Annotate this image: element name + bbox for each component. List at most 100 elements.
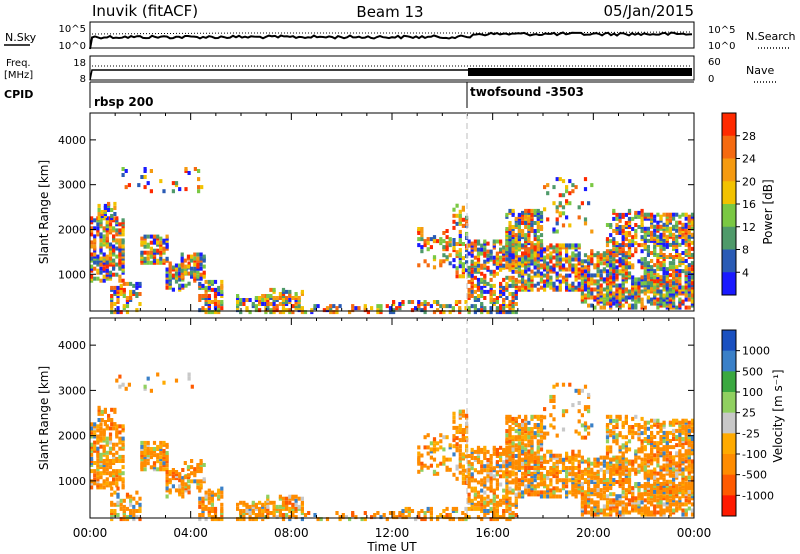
echo-cell bbox=[495, 447, 499, 452]
echo-cell bbox=[105, 436, 109, 441]
echo-cell bbox=[187, 261, 191, 266]
echo-cell bbox=[168, 261, 172, 266]
echo-cell bbox=[505, 455, 509, 460]
echo-cell bbox=[124, 185, 128, 190]
echo-cell bbox=[517, 255, 521, 260]
echo-cell bbox=[549, 449, 553, 454]
echo-cell bbox=[251, 304, 255, 309]
echo-cell bbox=[108, 481, 113, 486]
echo-cell bbox=[184, 167, 188, 171]
echo-cell bbox=[659, 494, 663, 499]
echo-cell bbox=[653, 494, 657, 499]
echo-cell bbox=[266, 515, 270, 520]
echo-cell bbox=[458, 248, 462, 253]
echo-cell bbox=[681, 508, 685, 513]
echo-cell bbox=[533, 431, 537, 436]
echo-cell bbox=[285, 500, 289, 505]
echo-cell bbox=[108, 440, 113, 445]
echo-cell bbox=[618, 249, 622, 254]
echo-cell bbox=[492, 447, 496, 452]
echo-cell bbox=[687, 500, 691, 505]
echo-cell bbox=[116, 486, 120, 491]
echo-cell bbox=[99, 471, 103, 476]
echo-cell bbox=[511, 478, 515, 483]
echo-cell bbox=[199, 483, 203, 488]
echo-cell bbox=[112, 471, 116, 476]
echo-cell bbox=[108, 270, 113, 275]
echo-cell bbox=[543, 283, 547, 288]
echo-cell bbox=[138, 496, 142, 501]
echo-cell bbox=[684, 289, 688, 294]
echo-cell bbox=[511, 416, 515, 421]
echo-cell bbox=[432, 439, 437, 444]
echo-cell bbox=[90, 426, 94, 431]
echo-cell bbox=[574, 478, 578, 483]
echo-cell bbox=[90, 266, 94, 271]
echo-cell bbox=[543, 474, 547, 479]
echo-cell bbox=[583, 459, 588, 464]
echo-cell bbox=[561, 243, 566, 248]
echo-cell bbox=[514, 429, 518, 434]
echo-cell bbox=[436, 308, 440, 313]
echo-cell bbox=[461, 256, 465, 261]
echo-cell bbox=[521, 471, 525, 476]
echo-cell bbox=[643, 261, 647, 266]
echo-cell bbox=[687, 246, 691, 251]
echo-cell bbox=[476, 480, 481, 485]
echo-cell bbox=[99, 426, 103, 431]
echo-cell bbox=[90, 485, 94, 490]
echo-cell bbox=[621, 443, 625, 448]
echo-cell bbox=[602, 469, 606, 474]
echo-cell bbox=[675, 418, 679, 423]
echo-cell bbox=[517, 273, 521, 278]
echo-cell bbox=[681, 445, 685, 450]
echo-cell bbox=[646, 297, 650, 302]
echo-cell bbox=[492, 492, 496, 497]
echo-cell bbox=[348, 517, 352, 522]
echo-cell bbox=[272, 306, 276, 311]
echo-cell bbox=[530, 478, 534, 483]
echo-cell bbox=[146, 250, 150, 255]
echo-cell bbox=[495, 486, 499, 491]
echo-cell bbox=[587, 482, 591, 486]
echo-cell bbox=[580, 285, 584, 290]
echo-cell bbox=[681, 269, 685, 274]
echo-cell bbox=[646, 512, 650, 517]
echo-cell bbox=[618, 269, 622, 274]
echo-cell bbox=[442, 435, 446, 440]
echo-cell bbox=[684, 490, 688, 495]
echo-cell bbox=[672, 285, 676, 290]
echo-cell bbox=[508, 275, 512, 280]
echo-cell bbox=[546, 488, 550, 493]
echo-cell bbox=[184, 482, 188, 487]
echo-cell bbox=[448, 237, 452, 242]
echo-cell bbox=[108, 432, 113, 437]
echo-cell bbox=[624, 445, 628, 450]
echo-cell bbox=[646, 506, 650, 511]
freq-tick-top: 18 bbox=[73, 58, 86, 69]
echo-cell bbox=[473, 255, 477, 260]
echo-cell bbox=[159, 455, 163, 460]
echo-cell bbox=[96, 428, 100, 433]
echo-cell bbox=[127, 183, 131, 188]
echo-cell bbox=[672, 461, 676, 466]
echo-cell bbox=[436, 239, 440, 244]
echo-cell bbox=[162, 246, 166, 251]
echo-cell bbox=[672, 481, 676, 486]
echo-cell bbox=[174, 181, 179, 186]
echo-cell bbox=[612, 229, 616, 233]
echo-cell bbox=[580, 455, 584, 460]
echo-cell bbox=[171, 265, 175, 270]
echo-cell bbox=[90, 452, 94, 457]
echo-cell bbox=[514, 233, 518, 238]
echo-cell bbox=[105, 459, 109, 463]
echo-cell bbox=[420, 249, 424, 254]
echo-cell bbox=[587, 303, 591, 308]
echo-cell bbox=[480, 285, 484, 290]
echo-cell bbox=[112, 426, 116, 431]
echo-cell bbox=[580, 269, 584, 274]
echo-cell bbox=[511, 454, 515, 458]
echo-cell bbox=[609, 445, 613, 450]
echo-cell bbox=[508, 225, 512, 229]
echo-cell bbox=[681, 512, 685, 517]
